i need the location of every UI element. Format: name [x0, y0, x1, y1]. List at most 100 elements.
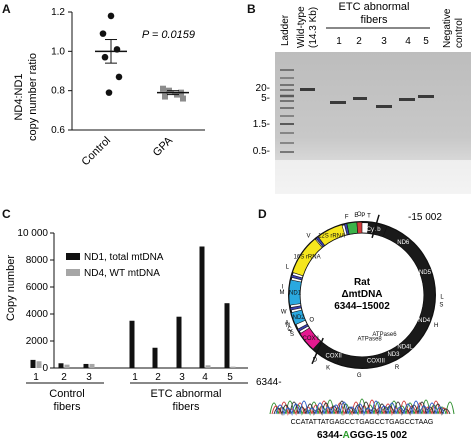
mtdna-trna-label: L	[440, 294, 444, 300]
panel-b-letter: B	[247, 2, 256, 16]
mtdna-label-nd5: ND5	[419, 270, 432, 276]
mtdna-label-nd6: ND6	[397, 240, 410, 246]
panel-c-ytick-label: 2000	[26, 336, 49, 347]
gel-primer-smear	[275, 160, 471, 194]
mtdna-12s-segment	[316, 224, 346, 247]
mtdna-trna-label: H	[434, 323, 438, 329]
mtdna-label-atp6: ATPase6	[372, 332, 397, 338]
mtdna-trna-label: W	[281, 310, 287, 316]
panel-a-ytick-label: 1.2	[51, 7, 65, 18]
panel-a-group-gpa: GPA	[151, 134, 176, 159]
mtdna-label-16s: 16S rRNA	[294, 255, 321, 261]
panel-a-letter: A	[2, 2, 11, 16]
mtdna-label-nd1: ND1	[289, 291, 302, 297]
panel-c-xtick-label: 1	[33, 372, 39, 383]
mtdna-trna-label: L	[286, 264, 290, 270]
gel-size-20: 20-	[256, 83, 270, 94]
mtdna-trna-label: M	[280, 290, 285, 296]
panel-c-bar	[89, 363, 95, 368]
chromatogram	[269, 398, 455, 416]
panel-c-ytick-label: 10 000	[17, 228, 48, 239]
mtdna-trna-label: F	[345, 214, 349, 220]
panel-c-bar	[30, 359, 36, 368]
gel-lane-4: 4	[405, 36, 411, 47]
panel-a-pvalue: P = 0.0159	[142, 29, 195, 41]
panel-a-ytick-label: 1.0	[51, 46, 65, 57]
mtdna-center-sub: ΔmtDNA	[341, 289, 382, 300]
mtdna-trna-label: S	[439, 303, 443, 309]
panel-c-bar	[152, 347, 158, 368]
mtdna-trna-label: P	[361, 213, 365, 219]
mtdna-trna-label: S	[290, 332, 294, 338]
mtdna-trna-label: E	[354, 213, 358, 219]
gel-col-neg-2: control	[454, 18, 465, 48]
mtdna-pos-top: -15 002	[408, 212, 442, 223]
panel-c-bar	[129, 320, 135, 368]
panel-a-chart: ND4:ND1 copy number ratio 1.2 1.0 0.8 0.6 P…	[13, 7, 205, 168]
panel-a-point	[160, 85, 166, 92]
mtdna-trna-label: R	[395, 365, 400, 371]
panel-c-legend-label: ND4, WT mtDNA	[84, 268, 160, 279]
panel-c-chart: Copy number 10 000 8000 6000 4000 2000 0 ND1,…	[5, 228, 248, 413]
panel-c-bar	[176, 316, 182, 368]
panel-a-point	[101, 53, 109, 61]
gel-band-lane-5	[418, 95, 434, 98]
panel-c-xtick-label: 2	[155, 372, 161, 383]
mtdna-trna-label: T	[367, 213, 371, 219]
gel-lane-3: 3	[381, 36, 387, 47]
gel-col-wt-1: Wild-type	[296, 6, 307, 48]
mtdna-trna-label: N	[286, 323, 290, 329]
panel-c-ytick-label: 4000	[26, 309, 49, 320]
panel-c-bar	[205, 365, 211, 368]
mtdna-label-cox3: COXIII	[367, 359, 385, 365]
mtdna-label-atp8: ATPase8	[358, 336, 383, 342]
panel-c-ytick-label: 8000	[26, 255, 49, 266]
mtdna-trna-label: K	[326, 366, 330, 372]
panel-c-control-label: Control	[49, 388, 84, 400]
mtdna-origin-h: O	[357, 212, 362, 218]
gel-lane-5: 5	[423, 36, 429, 47]
panel-c-legend-label: ND1, total mtDNA	[84, 252, 164, 263]
mtdna-trna-label: V	[306, 234, 310, 240]
mtdna-pos-left: 6344-	[256, 377, 282, 388]
panel-a-point	[162, 93, 168, 100]
panel-c-bar	[36, 361, 42, 368]
junction-label: 6344-AGGG-15 002	[317, 430, 408, 441]
panel-c-legend-swatch	[66, 253, 80, 260]
mtdna-label-nd4l: ND4L	[397, 344, 413, 350]
panel-c-xtick-label: 1	[132, 372, 138, 383]
mtdna-trna-label: G	[357, 373, 362, 379]
panel-c-ytick-label: 0	[42, 363, 48, 374]
chromatogram-sequence: CCATATTATGAGCCTGAGCCTGAGCCTAAG	[291, 419, 434, 426]
gel-ladder-bands	[280, 69, 294, 153]
mtdna-label-nd2: ND2	[293, 315, 306, 321]
gel-band-lane-1	[330, 101, 346, 104]
mtdna-trna-label: A	[285, 320, 289, 326]
panel-c-xtick-label: 4	[202, 372, 208, 383]
mtdna-trna-label: D	[313, 358, 318, 364]
panel-a-point	[99, 30, 107, 37]
mtdna-trna-segment	[343, 223, 350, 236]
mtdna-trna-segment	[297, 323, 309, 332]
panel-c-letter: C	[2, 207, 11, 221]
mtdna-trna-segment	[289, 305, 302, 311]
mtdna-cox1-segment	[299, 327, 321, 350]
mtdna-label-nd4: ND4	[418, 318, 431, 324]
mtdna-breakpoint-15002	[371, 214, 380, 239]
gel-band-wt	[300, 88, 315, 91]
panel-c-xtick-label: 2	[61, 372, 67, 383]
panel-a-point	[105, 89, 113, 96]
gel-band-lane-3	[376, 105, 392, 108]
gel-lane-2: 2	[356, 36, 362, 47]
mtdna-trna-label: Y	[289, 329, 293, 335]
panel-c-etc-label: ETC abnormal	[151, 388, 222, 400]
mtdna-breakpoint-6344	[311, 337, 324, 365]
mtdna-trna-segment	[356, 221, 363, 234]
panel-c-xtick-label: 3	[179, 372, 185, 383]
mtdna-label-nd3: ND3	[387, 352, 400, 358]
panel-a-point	[115, 73, 123, 81]
panel-c-bar	[83, 363, 89, 368]
panel-c-bar	[58, 363, 64, 368]
panel-a-ytick-label: 0.6	[51, 125, 65, 136]
